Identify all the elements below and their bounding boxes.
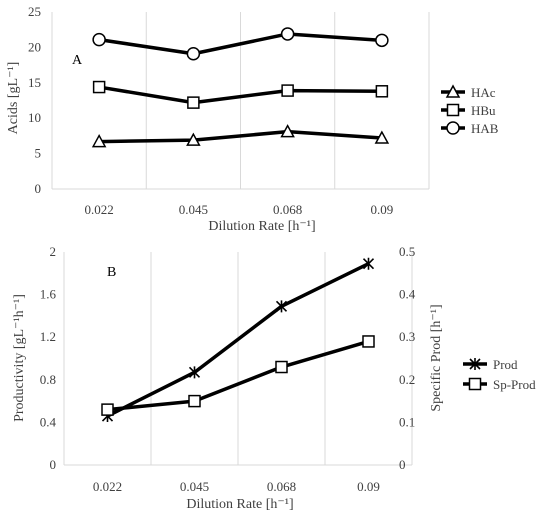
y2-tick-label: 0.5 [399, 244, 415, 259]
data-point-hbu [375, 85, 389, 98]
y-tick-label: 25 [28, 4, 41, 19]
legend-marker-sp-prod [468, 377, 482, 391]
y-tick-label: 15 [28, 75, 41, 90]
data-point-hbu [92, 80, 106, 94]
y-tick-label: 0.8 [40, 372, 56, 387]
legend-a: HAc HBu HAB [441, 84, 499, 136]
data-point-prod [188, 366, 201, 379]
data-point-hbu [281, 84, 294, 97]
chart-panel-a: A 0 5 10 15 20 25 0.022 0.045 0.068 0.09 Dilutio… [6, 4, 499, 234]
y2-axis-ticks-b: 0 0.1 0.2 0.3 0.4 0.5 [399, 244, 416, 472]
legend-b: Prod Sp-Prod [463, 357, 536, 392]
legend-label-prod: Prod [493, 357, 518, 372]
x-tick-label: 0.09 [371, 202, 394, 217]
y-tick-label: 5 [35, 146, 42, 161]
data-point-hab [375, 33, 389, 48]
y2-tick-label: 0 [399, 457, 406, 472]
data-point-hab [92, 32, 106, 47]
legend-label-hab: HAB [471, 121, 499, 136]
y2-tick-label: 0.4 [399, 287, 416, 302]
legend-marker-prod [469, 358, 481, 370]
data-point-hab [280, 27, 295, 41]
data-point-hac [374, 130, 390, 144]
legend-marker-hac [445, 84, 461, 98]
legend-label-sp-prod: Sp-Prod [493, 377, 536, 392]
gridlines-b [63, 252, 413, 466]
series-line-hbu [98, 85, 382, 105]
x-tick-label: 0.068 [273, 202, 302, 217]
data-point-hac [186, 132, 201, 146]
data-point-sp-prod [362, 335, 375, 348]
series-line-hab [98, 32, 382, 56]
y-axis-label-a: Acids [gL⁻¹] [6, 62, 21, 135]
x-axis-label-b: Dilution Rate [h⁻¹] [186, 497, 293, 512]
x-tick-label: 0.068 [267, 479, 296, 494]
y-tick-label: 0.4 [40, 414, 57, 429]
series-group-a [91, 27, 390, 148]
y-axis-ticks-a: 0 5 10 15 20 25 [28, 4, 41, 196]
legend-marker-hab [446, 121, 460, 135]
x-tick-label: 0.022 [93, 479, 122, 494]
data-point-hac [91, 133, 107, 148]
x-tick-label: 0.045 [180, 479, 209, 494]
panel-label-a: A [72, 53, 83, 68]
data-point-hab [186, 47, 201, 61]
data-point-hbu [187, 96, 200, 109]
y-tick-label: 20 [28, 39, 41, 54]
series-line-prod [106, 262, 370, 418]
y-tick-label: 1.2 [40, 329, 56, 344]
y-axis-ticks-b: 0 0.4 0.8 1.2 1.6 2 [40, 244, 57, 472]
y-tick-label: 1.6 [40, 287, 57, 302]
data-point-sp-prod [275, 360, 288, 374]
x-tick-label: 0.09 [357, 479, 380, 494]
y2-tick-label: 0.1 [399, 414, 415, 429]
series-line-hac [99, 129, 382, 144]
data-point-prod [362, 257, 375, 270]
data-point-hac [280, 124, 295, 138]
data-point-prod [275, 300, 288, 313]
legend-label-hac: HAc [471, 85, 496, 100]
y-tick-label: 0 [35, 181, 42, 196]
x-axis-ticks-a: 0.022 0.045 0.068 0.09 [85, 202, 394, 217]
y2-axis-label-b: Specific Prod [h⁻¹] [429, 304, 444, 411]
data-point-sp-prod [188, 394, 201, 408]
gridlines-a [51, 12, 430, 190]
x-axis-ticks-b: 0.022 0.045 0.068 0.09 [93, 479, 380, 494]
chart-panel-b: B 00.40.81.21.62 00.10.20.30.40.5 0.022 0… [12, 244, 536, 512]
legend-marker-hbu [446, 103, 460, 117]
y-axis-label-b: Productivity [gL⁻¹h⁻¹] [12, 294, 27, 422]
legend-label-hbu: HBu [471, 103, 496, 118]
x-tick-label: 0.045 [179, 202, 208, 217]
y-tick-label: 0 [50, 457, 57, 472]
data-point-sp-prod [101, 403, 114, 416]
y-tick-label: 2 [50, 244, 57, 259]
y2-tick-label: 0.2 [399, 372, 415, 387]
x-axis-label-a: Dilution Rate [h⁻¹] [208, 219, 315, 234]
panel-label-b: B [107, 265, 116, 280]
x-tick-label: 0.022 [85, 202, 114, 217]
series-line-sp-prod [107, 339, 369, 412]
y2-tick-label: 0.3 [399, 329, 415, 344]
y-tick-label: 10 [28, 110, 41, 125]
series-group-b [101, 257, 375, 423]
